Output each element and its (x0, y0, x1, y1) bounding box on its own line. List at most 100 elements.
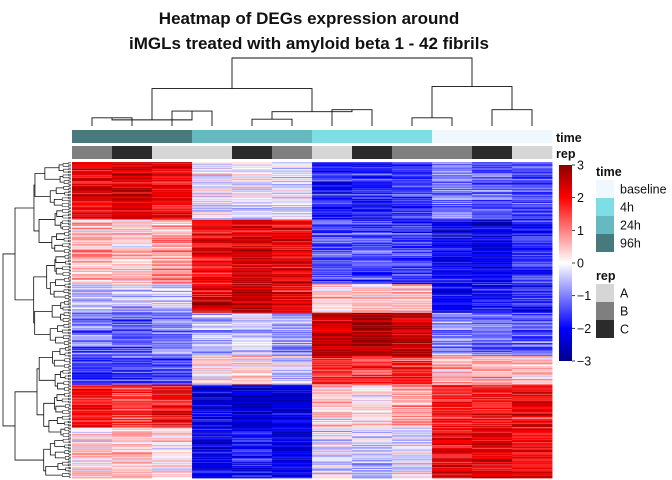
heatmap-cell (232, 382, 273, 384)
heatmap-cell (472, 365, 513, 368)
heatmap-cell (72, 227, 113, 229)
heatmap-cell (112, 282, 153, 284)
heatmap-cell (72, 186, 113, 188)
heatmap-cell (472, 434, 513, 437)
heatmap-cell (112, 335, 153, 337)
heatmap-cell (192, 404, 233, 406)
heatmap-cell (192, 244, 233, 246)
row-dendrogram-branch (69, 360, 71, 363)
heatmap-cell (232, 211, 273, 213)
heatmap-cell (112, 325, 153, 327)
heatmap-cell (512, 295, 553, 297)
heatmap-cell (312, 429, 353, 431)
heatmap-cell (472, 192, 513, 194)
heatmap-cell (232, 196, 273, 198)
heatmap-cell (392, 353, 433, 355)
heatmap-cell (192, 420, 233, 422)
heatmap-cell (352, 295, 393, 297)
heatmap-cell (352, 440, 393, 442)
heatmap-cell (432, 177, 473, 179)
heatmap-cell (192, 391, 233, 393)
heatmap-cell (432, 289, 473, 291)
heatmap-cell (392, 313, 433, 315)
heatmap-cell (472, 225, 513, 227)
heatmap-cell (232, 442, 273, 444)
heatmap-cell (112, 396, 153, 398)
heatmap-cell (392, 167, 433, 169)
heatmap-cell (312, 299, 353, 301)
heatmap-cell (472, 233, 513, 235)
heatmap-cell (512, 412, 553, 414)
heatmap-cell (272, 192, 313, 194)
heatmap-cell (352, 359, 393, 361)
heatmap-cell (392, 279, 433, 281)
heatmap-cell (472, 332, 513, 334)
heatmap-cell (112, 163, 153, 165)
heatmap-cell (352, 335, 393, 337)
heatmap-cell (432, 253, 473, 256)
heatmap-cell (352, 246, 393, 248)
rep-annotation-cell (112, 146, 153, 159)
heatmap-cell (192, 274, 233, 276)
heatmap-cell (272, 428, 313, 430)
heatmap-cell (392, 361, 433, 363)
heatmap-cell (112, 363, 153, 365)
heatmap-cell (352, 397, 393, 399)
heatmap-cell (472, 223, 513, 225)
heatmap-cell (392, 162, 433, 164)
heatmap-cell (192, 353, 233, 355)
heatmap-cell (112, 264, 153, 266)
row-dendrogram-branch (68, 412, 71, 415)
heatmap-cell (112, 263, 153, 266)
heatmap-cell (512, 423, 553, 425)
heatmap-cell (392, 258, 433, 260)
heatmap-cell (152, 383, 193, 385)
heatmap-cell (432, 199, 473, 201)
heatmap-cell (232, 164, 273, 166)
heatmap-cell (232, 368, 273, 370)
heatmap-cell (432, 414, 473, 416)
heatmap-cell (312, 261, 353, 263)
heatmap-cell (392, 171, 433, 173)
heatmap-cell (112, 241, 153, 243)
heatmap-cell (112, 368, 153, 370)
heatmap-cell (472, 230, 513, 233)
heatmap-cell (472, 299, 513, 301)
heatmap-cell (112, 337, 153, 339)
heatmap-cell (72, 202, 113, 205)
heatmap-cell (312, 253, 353, 255)
heatmap-cell (472, 294, 513, 296)
heatmap-cell (472, 209, 513, 211)
heatmap-cell (152, 238, 193, 240)
rep-annotation-cell (352, 146, 393, 159)
time-annotation-cell (192, 130, 233, 143)
heatmap-cell (512, 357, 553, 359)
heatmap-cell (472, 195, 513, 197)
heatmap-cell (272, 396, 313, 398)
heatmap-cell (232, 327, 273, 330)
heatmap-cell (512, 251, 553, 253)
heatmap-cell (312, 162, 353, 164)
heatmap-cell (152, 195, 193, 197)
heatmap-cell (192, 205, 233, 207)
heatmap-cell (272, 281, 313, 283)
heatmap-cell (192, 308, 233, 310)
heatmap-cell (472, 184, 513, 187)
heatmap-cell (512, 286, 553, 289)
heatmap-cell (432, 380, 473, 382)
heatmap-cell (312, 190, 353, 192)
heatmap-cell (472, 251, 513, 253)
heatmap-cell (472, 276, 513, 279)
heatmap-cell (392, 282, 433, 284)
heatmap-cell (472, 405, 513, 407)
heatmap-cell (432, 196, 473, 198)
heatmap-cell (472, 322, 513, 324)
heatmap-cell (432, 354, 473, 356)
heatmap-cell (272, 194, 313, 196)
heatmap-cell (392, 230, 433, 232)
heatmap-cell (472, 379, 513, 381)
heatmap-cell (392, 184, 433, 186)
heatmap-cell (512, 414, 553, 416)
heatmap-cell (272, 325, 313, 327)
heatmap-cell (272, 307, 313, 309)
